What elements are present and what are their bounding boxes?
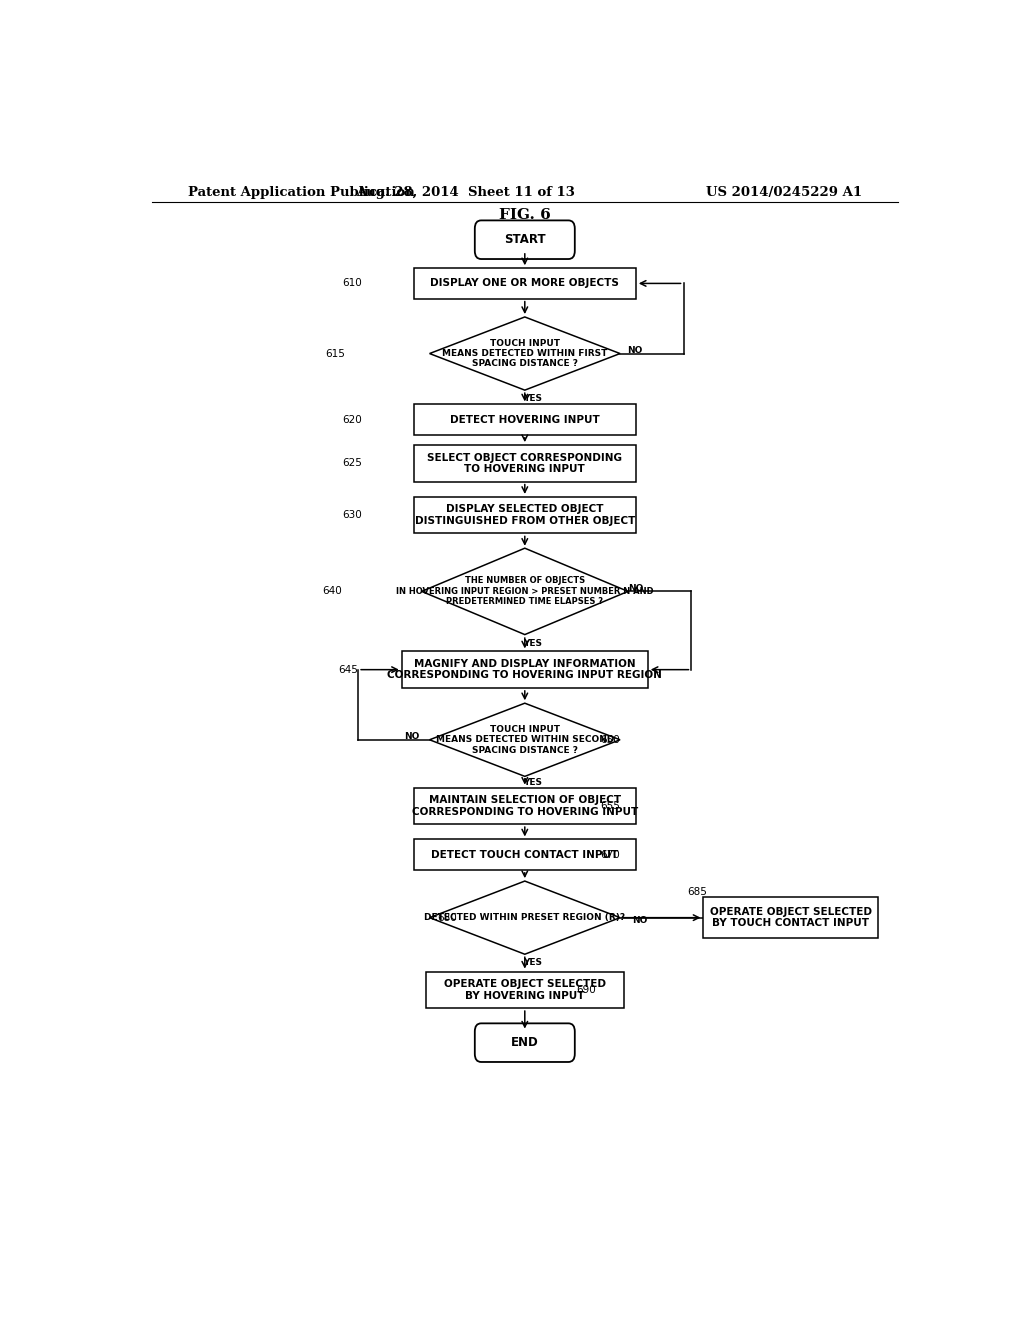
Text: 690: 690 bbox=[577, 985, 596, 995]
Bar bbox=[414, 404, 636, 434]
Text: 625: 625 bbox=[342, 458, 362, 469]
Text: START: START bbox=[504, 234, 546, 247]
Text: 615: 615 bbox=[325, 348, 345, 359]
Bar bbox=[414, 840, 636, 870]
Text: NO: NO bbox=[628, 583, 644, 593]
Text: DETECTED WITHIN PRESET REGION (R)?: DETECTED WITHIN PRESET REGION (R)? bbox=[424, 913, 626, 923]
Text: MAGNIFY AND DISPLAY INFORMATION
CORRESPONDING TO HOVERING INPUT REGION: MAGNIFY AND DISPLAY INFORMATION CORRESPO… bbox=[387, 659, 663, 680]
Text: OPERATE OBJECT SELECTED
BY HOVERING INPUT: OPERATE OBJECT SELECTED BY HOVERING INPU… bbox=[443, 979, 606, 1001]
Text: 670: 670 bbox=[600, 850, 620, 859]
Text: NO: NO bbox=[404, 733, 420, 742]
Text: MAINTAIN SELECTION OF OBJECT
CORRESPONDING TO HOVERING INPUT: MAINTAIN SELECTION OF OBJECT CORRESPONDI… bbox=[412, 795, 638, 817]
Text: NO: NO bbox=[632, 916, 647, 925]
Text: 685: 685 bbox=[687, 887, 708, 898]
Text: US 2014/0245229 A1: US 2014/0245229 A1 bbox=[706, 186, 862, 199]
Text: Patent Application Publication: Patent Application Publication bbox=[187, 186, 415, 199]
Text: YES: YES bbox=[523, 958, 543, 966]
Bar bbox=[414, 268, 636, 298]
Text: TOUCH INPUT
MEANS DETECTED WITHIN FIRST
SPACING DISTANCE ?: TOUCH INPUT MEANS DETECTED WITHIN FIRST … bbox=[442, 339, 607, 368]
Text: 640: 640 bbox=[323, 586, 342, 597]
Text: DETECT HOVERING INPUT: DETECT HOVERING INPUT bbox=[450, 414, 600, 425]
Polygon shape bbox=[430, 704, 620, 776]
Text: Aug. 28, 2014  Sheet 11 of 13: Aug. 28, 2014 Sheet 11 of 13 bbox=[356, 186, 574, 199]
Text: 650: 650 bbox=[600, 735, 620, 744]
Polygon shape bbox=[422, 548, 628, 635]
FancyBboxPatch shape bbox=[475, 1023, 574, 1063]
Text: DETECT TOUCH CONTACT INPUT: DETECT TOUCH CONTACT INPUT bbox=[431, 850, 618, 859]
Text: YES: YES bbox=[523, 777, 543, 787]
Text: DISPLAY SELECTED OBJECT
DISTINGUISHED FROM OTHER OBJECT: DISPLAY SELECTED OBJECT DISTINGUISHED FR… bbox=[415, 504, 635, 525]
Text: TOUCH INPUT
MEANS DETECTED WITHIN SECOND
SPACING DISTANCE ?: TOUCH INPUT MEANS DETECTED WITHIN SECOND… bbox=[435, 725, 614, 755]
Text: 655: 655 bbox=[600, 801, 620, 810]
Text: 610: 610 bbox=[342, 279, 362, 288]
Bar bbox=[414, 445, 636, 482]
Text: YES: YES bbox=[523, 639, 543, 648]
Bar bbox=[414, 788, 636, 824]
Text: END: END bbox=[511, 1036, 539, 1049]
Text: NO: NO bbox=[627, 346, 642, 355]
Text: SELECT OBJECT CORRESPONDING
TO HOVERING INPUT: SELECT OBJECT CORRESPONDING TO HOVERING … bbox=[427, 453, 623, 474]
Bar bbox=[703, 898, 878, 939]
FancyBboxPatch shape bbox=[475, 220, 574, 259]
Polygon shape bbox=[430, 880, 620, 954]
Polygon shape bbox=[430, 317, 620, 391]
Text: OPERATE OBJECT SELECTED
BY TOUCH CONTACT INPUT: OPERATE OBJECT SELECTED BY TOUCH CONTACT… bbox=[710, 907, 871, 928]
Bar bbox=[414, 496, 636, 533]
Bar bbox=[401, 651, 648, 688]
Text: 620: 620 bbox=[342, 414, 362, 425]
Bar bbox=[426, 972, 624, 1008]
Text: YES: YES bbox=[523, 393, 543, 403]
Text: 630: 630 bbox=[342, 510, 362, 520]
Text: THE NUMBER OF OBJECTS
IN HOVERING INPUT REGION > PRESET NUMBER N AND
PREDETERMIN: THE NUMBER OF OBJECTS IN HOVERING INPUT … bbox=[396, 577, 653, 606]
Text: FIG. 6: FIG. 6 bbox=[499, 209, 551, 222]
Text: 645: 645 bbox=[338, 665, 358, 675]
Text: DISPLAY ONE OR MORE OBJECTS: DISPLAY ONE OR MORE OBJECTS bbox=[430, 279, 620, 288]
Text: 680: 680 bbox=[437, 912, 458, 923]
